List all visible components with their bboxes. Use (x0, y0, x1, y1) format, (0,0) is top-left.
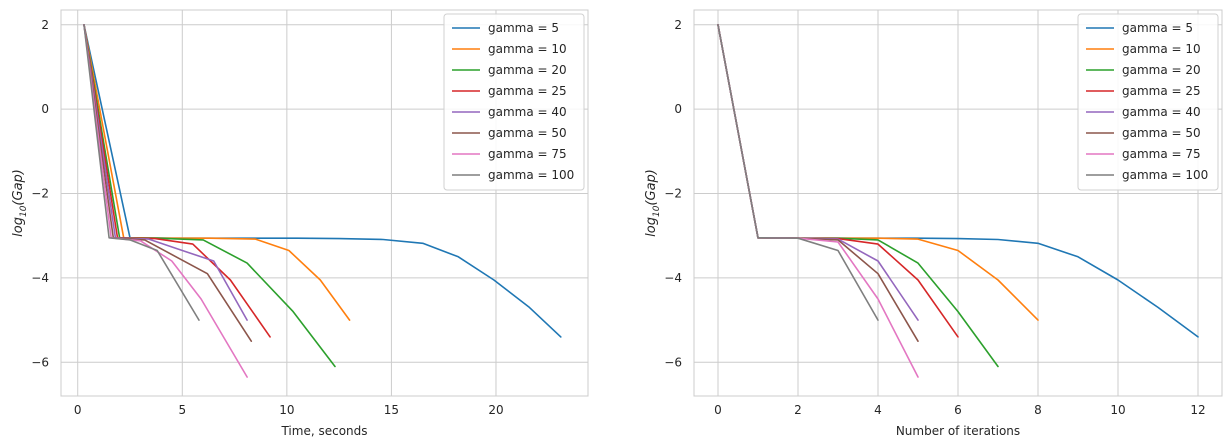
x-axis-label: Number of iterations (896, 424, 1020, 438)
legend-box (1077, 13, 1219, 191)
x-tick-label: 0 (74, 403, 82, 417)
legend-box (443, 13, 585, 191)
legend-label: gamma = 5 (488, 21, 559, 35)
legend-label: gamma = 100 (1122, 168, 1208, 182)
legend-label: gamma = 75 (1122, 147, 1201, 161)
legend-label: gamma = 10 (1122, 42, 1201, 56)
y-axis-label-base: log (644, 217, 659, 237)
y-tick-label: −6 (31, 355, 49, 369)
x-tick-label: 8 (1034, 403, 1042, 417)
y-axis-label: log10(Gap) (644, 169, 662, 237)
y-tick-label: −2 (664, 187, 682, 201)
legend-label: gamma = 50 (488, 126, 567, 140)
y-tick-label: 2 (41, 18, 49, 32)
x-axis-label: Time, seconds (280, 424, 367, 438)
y-tick-label: 2 (674, 18, 682, 32)
y-axis-label: log10(Gap) (11, 169, 29, 237)
legend-label: gamma = 20 (1122, 63, 1201, 77)
series-line-7 (717, 23, 879, 321)
series-line-5 (83, 23, 253, 343)
x-tick-label: 5 (178, 403, 186, 417)
legend-label: gamma = 75 (488, 147, 567, 161)
y-axis-label-argument: (Gap) (11, 169, 26, 205)
y-axis-label-argument: (Gap) (644, 169, 659, 205)
legend-label: gamma = 25 (488, 84, 567, 98)
chart-panel-2: 0 2 4 6 8 10 12 2 0 −2 −4 −6 Number of iterations log… (644, 9, 1223, 438)
legend-label: gamma = 25 (1122, 84, 1201, 98)
y-axis-label-subscript: 10 (652, 205, 662, 217)
series-line-6 (717, 23, 919, 378)
y-tick-label: −4 (664, 271, 682, 285)
y-axis-label-base: log (11, 217, 26, 237)
series-line-3 (717, 23, 959, 338)
legend-label: gamma = 20 (488, 63, 567, 77)
x-tick-label: 15 (384, 403, 399, 417)
y-tick-label: 0 (41, 102, 49, 116)
y-tick-label: −6 (664, 355, 682, 369)
x-tick-label: 20 (488, 403, 503, 417)
y-tick-label: −4 (31, 271, 49, 285)
plot-frame (60, 9, 589, 397)
legend-label: gamma = 10 (488, 42, 567, 56)
legend-label: gamma = 40 (488, 105, 567, 119)
y-axis-label-subscript: 10 (19, 205, 29, 217)
legend-label: gamma = 5 (1122, 21, 1193, 35)
series-line-4 (717, 23, 919, 321)
legend-label: gamma = 40 (1122, 105, 1201, 119)
series-line-1 (83, 23, 351, 321)
y-tick-label: −2 (31, 187, 49, 201)
series-line-2 (717, 23, 999, 368)
legend-label: gamma = 100 (488, 168, 574, 182)
x-tick-label: 12 (1190, 403, 1205, 417)
legend-label: gamma = 50 (1122, 126, 1201, 140)
series-line-4 (83, 23, 248, 321)
x-tick-label: 2 (794, 403, 802, 417)
legend: gamma = 5 gamma = 10 gamma = 20 gamma = 25 g… (443, 13, 585, 191)
x-tick-label: 10 (1110, 403, 1125, 417)
plot-frame (693, 9, 1223, 397)
series-line-3 (83, 23, 271, 338)
legend: gamma = 5 gamma = 10 gamma = 20 gamma = 25 g… (1077, 13, 1219, 191)
x-tick-label: 4 (874, 403, 882, 417)
series-line-7 (83, 23, 200, 321)
x-tick-label: 10 (279, 403, 294, 417)
x-tick-label: 0 (714, 403, 722, 417)
x-tick-label: 6 (954, 403, 962, 417)
y-tick-label: 0 (674, 102, 682, 116)
